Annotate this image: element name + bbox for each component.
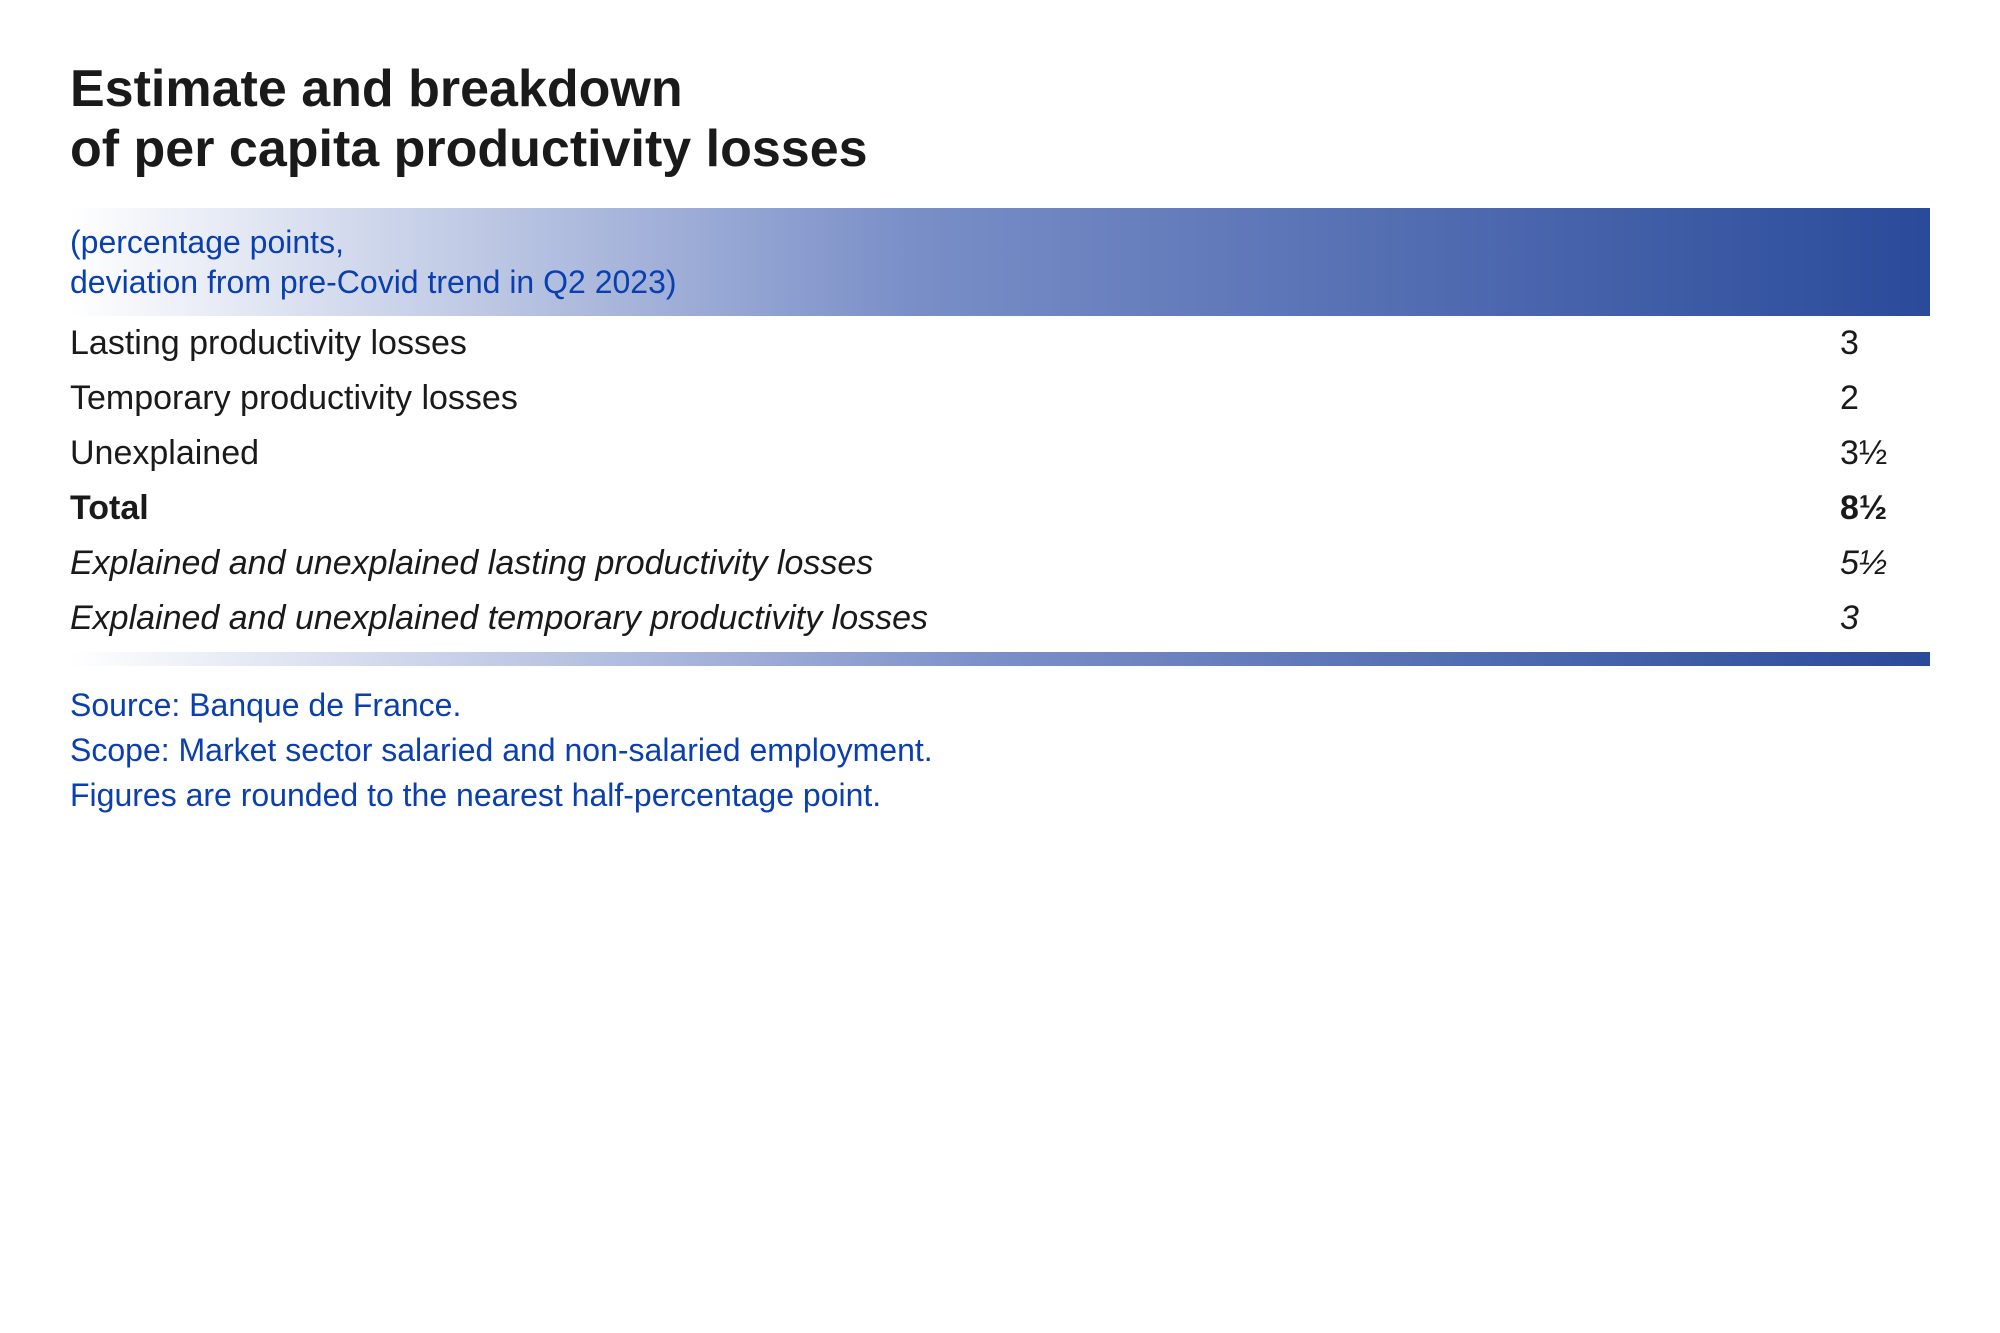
row-value: 5½ [1820,544,1930,583]
table-row: Unexplained3½ [70,426,1930,481]
row-label: Explained and unexplained lasting produc… [70,544,1820,583]
subtitle-line-2: deviation from pre-Covid trend in Q2 202… [70,264,677,300]
row-label: Total [70,489,1820,528]
row-label: Temporary productivity losses [70,379,1820,418]
row-label: Unexplained [70,434,1820,473]
footer-gradient-bar [70,652,1930,666]
row-value: 3 [1820,324,1930,363]
chart-subtitle: (percentage points, deviation from pre-C… [70,222,677,302]
row-value: 3 [1820,599,1930,638]
row-label: Lasting productivity losses [70,324,1820,363]
subtitle-line-1: (percentage points, [70,224,344,260]
data-table: Lasting productivity losses3Temporary pr… [70,316,1930,646]
title-line-1: Estimate and breakdown [70,60,683,118]
chart-title: Estimate and breakdown of per capita pro… [70,60,1930,180]
table-row: Temporary productivity losses2 [70,371,1930,426]
table-row: Total8½ [70,481,1930,536]
note-line: Figures are rounded to the nearest half-… [70,774,1930,817]
header-gradient-bar: (percentage points, deviation from pre-C… [70,208,1930,316]
note-line: Source: Banque de France. [70,684,1930,727]
row-value: 8½ [1820,489,1930,528]
table-row: Explained and unexplained lasting produc… [70,536,1930,591]
row-value: 2 [1820,379,1930,418]
title-line-2: of per capita productivity losses [70,120,868,178]
table-row: Explained and unexplained temporary prod… [70,591,1930,646]
row-label: Explained and unexplained temporary prod… [70,599,1820,638]
note-line: Scope: Market sector salaried and non-sa… [70,729,1930,772]
row-value: 3½ [1820,434,1930,473]
table-row: Lasting productivity losses3 [70,316,1930,371]
chart-notes: Source: Banque de France.Scope: Market s… [70,684,1930,818]
